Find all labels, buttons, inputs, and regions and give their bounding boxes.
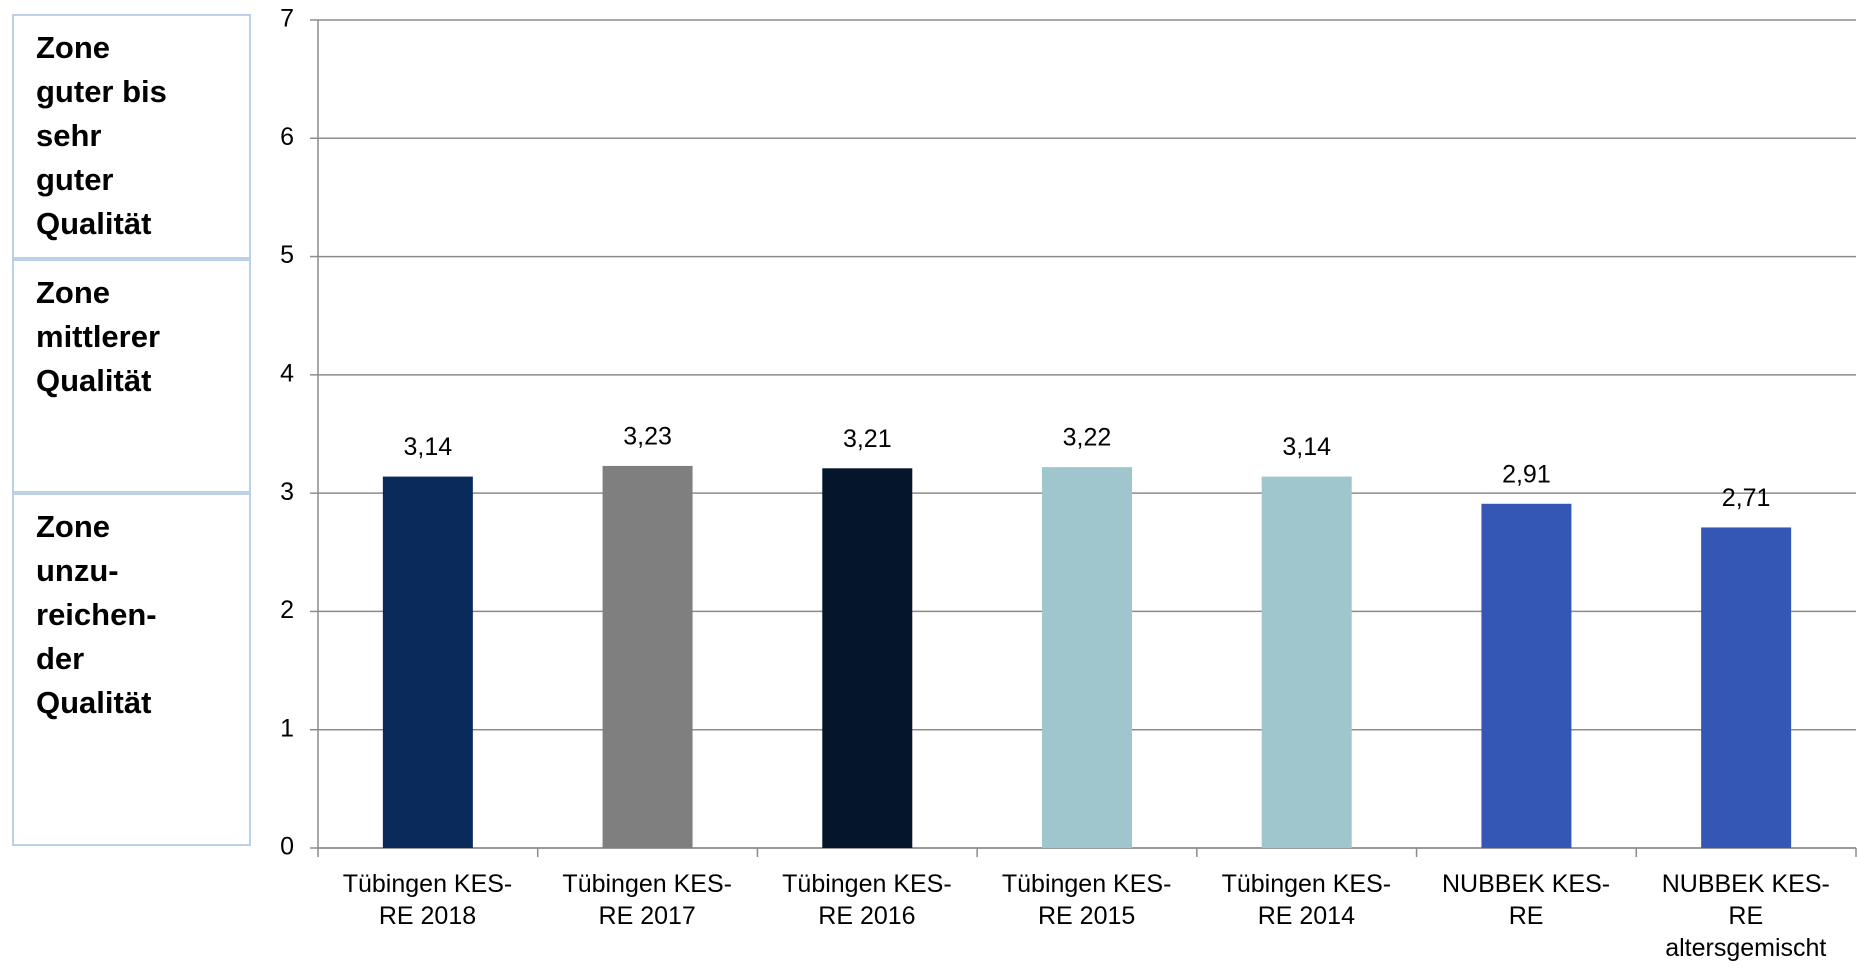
y-tick-label: 0	[280, 833, 294, 861]
value-label: 3,22	[1063, 424, 1112, 452]
value-label: 3,14	[1282, 433, 1331, 461]
x-tick-label: Tübingen KES- RE 2017	[562, 870, 732, 930]
value-label: 3,14	[404, 433, 453, 461]
bar	[382, 476, 473, 848]
y-tick-label: 1	[280, 714, 294, 742]
value-label: 2,91	[1502, 460, 1551, 488]
x-tick-label: Tübingen KES- RE 2016	[782, 870, 952, 930]
y-tick-label: 5	[280, 241, 294, 269]
x-tick-label: Tübingen KES- RE 2015	[1001, 870, 1172, 930]
bar	[1261, 476, 1352, 848]
y-tick-label: 6	[280, 123, 294, 151]
x-tick-label: Tübingen KES- RE 2014	[1221, 870, 1392, 930]
x-tick-label: NUBBEK KES- RE	[1442, 870, 1611, 930]
zone-label: Zone mittlerer Qualität	[12, 259, 251, 493]
x-tick-label: NUBBEK KES- RE altersgemischt	[1661, 870, 1830, 962]
y-tick-label: 4	[280, 359, 294, 387]
bar	[1481, 503, 1572, 848]
y-tick-label: 7	[280, 5, 294, 33]
bar	[1042, 467, 1132, 848]
value-label: 3,23	[623, 423, 672, 451]
y-tick-label: 2	[280, 596, 294, 624]
zone-label: Zone unzu- reichen- der Qualität	[12, 493, 251, 846]
value-label: 2,71	[1722, 484, 1771, 512]
value-label: 3,21	[843, 425, 892, 453]
x-tick-label: Tübingen KES- RE 2018	[342, 870, 513, 930]
bar	[602, 465, 693, 848]
y-tick-label: 3	[280, 478, 294, 506]
bar	[1701, 527, 1792, 848]
zone-label: Zone guter bis sehr guter Qualität	[12, 14, 251, 259]
bar	[822, 468, 913, 848]
